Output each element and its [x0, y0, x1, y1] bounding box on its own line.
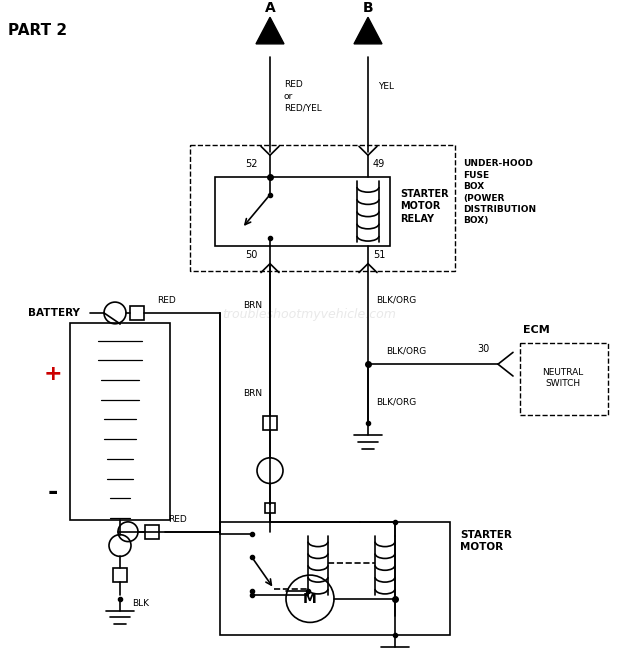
Text: RED: RED: [169, 515, 187, 524]
Text: +: +: [44, 364, 62, 384]
Bar: [190, 146, 455, 270]
Text: BLK/ORG: BLK/ORG: [376, 296, 417, 305]
Text: troubleshootmyvehicle.com: troubleshootmyvehicle.com: [222, 308, 396, 321]
Text: 52: 52: [245, 159, 258, 169]
Bar: [265, 503, 275, 513]
Text: STARTER
MOTOR: STARTER MOTOR: [460, 530, 512, 552]
Text: 30: 30: [478, 344, 490, 354]
Text: A: A: [265, 1, 276, 16]
Text: BRN: BRN: [243, 389, 262, 398]
Bar: [145, 525, 159, 539]
Text: ECM: ECM: [523, 324, 550, 335]
Text: M: M: [303, 592, 317, 606]
Text: RED
or
RED/YEL: RED or RED/YEL: [284, 80, 322, 112]
Text: STARTER
MOTOR
RELAY: STARTER MOTOR RELAY: [400, 188, 449, 224]
Bar: [130, 306, 144, 320]
Bar: [263, 417, 277, 430]
Text: NEUTRAL
SWITCH: NEUTRAL SWITCH: [543, 368, 583, 388]
Text: 49: 49: [373, 159, 385, 169]
Text: BATTERY: BATTERY: [28, 308, 80, 318]
Bar: [520, 343, 608, 415]
Bar: [113, 568, 127, 582]
Bar: [220, 522, 450, 635]
Text: 50: 50: [245, 250, 258, 260]
Text: YEL: YEL: [378, 82, 394, 91]
Text: UNDER-HOOD
FUSE
BOX
(POWER
DISTRIBUTION
BOX): UNDER-HOOD FUSE BOX (POWER DISTRIBUTION …: [463, 159, 536, 226]
Text: BLK: BLK: [132, 599, 149, 608]
Text: -: -: [48, 480, 58, 504]
Polygon shape: [256, 18, 284, 44]
Text: BRN: BRN: [243, 300, 262, 309]
Bar: [215, 177, 390, 246]
Text: RED: RED: [157, 296, 176, 305]
Text: PART 2: PART 2: [8, 23, 67, 38]
Bar: [70, 323, 170, 520]
Text: 51: 51: [373, 250, 386, 260]
Text: B: B: [363, 1, 373, 16]
Polygon shape: [354, 18, 382, 44]
Text: BLK/ORG: BLK/ORG: [386, 346, 426, 356]
Text: BLK/ORG: BLK/ORG: [376, 397, 417, 406]
